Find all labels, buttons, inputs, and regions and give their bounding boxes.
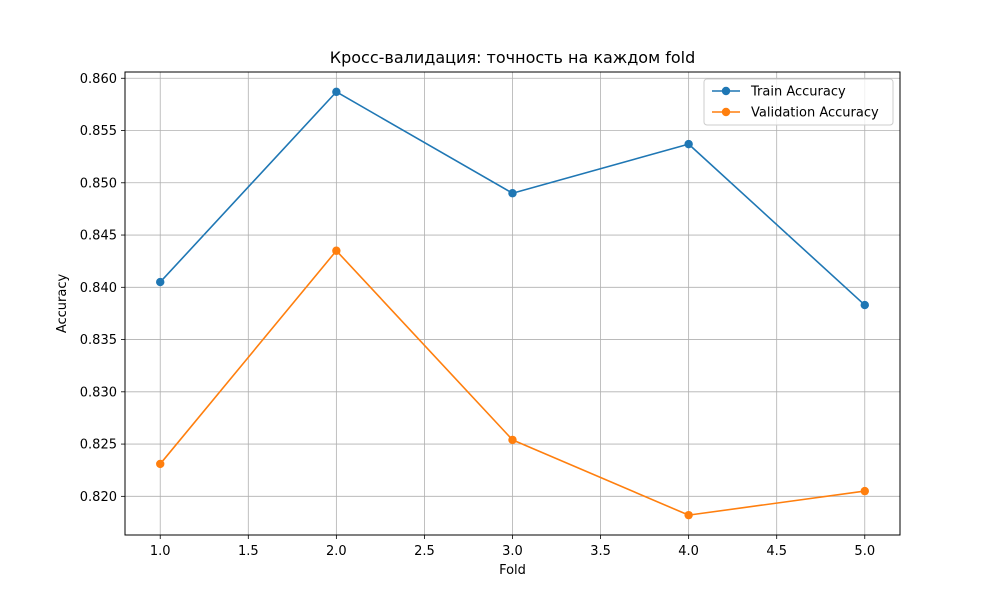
x-tick-label: 1.0	[150, 544, 171, 559]
y-tick-label: 0.850	[80, 176, 117, 191]
x-tick-label: 1.5	[238, 544, 259, 559]
data-point-train-accuracy	[860, 300, 869, 310]
x-tick-label: 4.5	[766, 544, 787, 559]
data-point-train-accuracy	[684, 139, 693, 149]
y-tick-label: 0.860	[80, 72, 117, 87]
data-point-validation-accuracy	[508, 435, 517, 445]
legend-marker	[721, 86, 731, 96]
x-tick-label: 2.5	[414, 544, 435, 559]
data-point-validation-accuracy	[156, 459, 165, 469]
legend: Train Accuracy Validation Accuracy	[703, 78, 894, 126]
x-tick-label: 3.0	[502, 544, 523, 559]
x-tick-label: 2.0	[326, 544, 347, 559]
chart-title: Кросс-валидация: точность на каждом fold	[330, 48, 696, 67]
x-tick-label: 5.0	[854, 544, 875, 559]
x-tick-label: 4.0	[678, 544, 699, 559]
y-tick-label: 0.835	[80, 333, 117, 348]
series-validation-accuracy	[156, 246, 869, 520]
y-axis: 0.820 0.825 0.830 0.835 0.840 0.845 0.850 0.855…	[80, 72, 125, 505]
legend-label: Validation Accuracy	[751, 106, 879, 121]
data-point-validation-accuracy	[332, 246, 341, 255]
legend-box	[703, 78, 894, 126]
data-point-train-accuracy	[508, 189, 517, 198]
y-tick-label: 0.855	[80, 124, 117, 139]
series-train-accuracy	[156, 87, 869, 310]
y-axis-label: Accuracy	[55, 274, 70, 334]
y-tick-label: 0.825	[80, 438, 117, 453]
x-tick-label: 3.5	[590, 544, 611, 559]
y-tick-label: 0.845	[80, 229, 117, 244]
data-point-validation-accuracy	[684, 510, 693, 520]
data-point-train-accuracy	[332, 87, 341, 97]
y-tick-label: 0.830	[80, 385, 117, 400]
legend-item-train-accuracy: Train Accuracy	[712, 85, 846, 100]
legend-label: Train Accuracy	[750, 85, 846, 100]
data-point-validation-accuracy	[860, 486, 869, 496]
x-axis-label: Fold	[499, 563, 526, 578]
y-tick-label: 0.840	[80, 281, 117, 296]
data-point-train-accuracy	[156, 277, 165, 287]
x-axis: 1.0 1.5 2.0 2.5 3.0 3.5 4.0 4.5 5.0	[150, 535, 875, 559]
y-tick-label: 0.820	[80, 490, 117, 505]
series-layer	[156, 87, 869, 520]
legend-marker	[721, 107, 731, 117]
legend-item-validation-accuracy: Validation Accuracy	[712, 106, 879, 121]
